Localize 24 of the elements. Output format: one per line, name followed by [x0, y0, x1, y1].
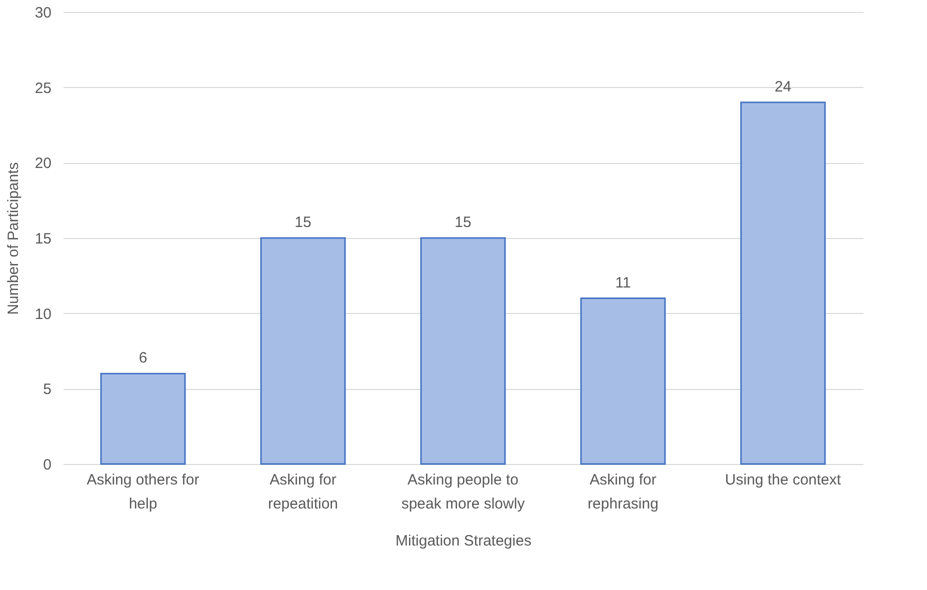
y-tick-label: 15	[34, 230, 52, 248]
x-axis-title: Mitigation Strategies	[396, 532, 532, 550]
data-label: 6	[138, 350, 148, 367]
x-tick-label: Asking others for help	[86, 472, 200, 512]
bar	[420, 237, 506, 465]
y-tick-label: 0	[43, 456, 52, 474]
data-label: 15	[454, 214, 472, 231]
y-tick-label: 10	[34, 306, 52, 323]
x-tick-label: Asking people to speak more slowly	[401, 472, 526, 512]
bar	[740, 102, 826, 465]
y-tick-label: 20	[34, 155, 52, 172]
data-label: 24	[774, 78, 792, 96]
y-tick-label: 5	[43, 381, 52, 398]
x-tick-label: Using the context	[725, 472, 842, 488]
x-tick-label: Asking for rephrasing	[588, 472, 658, 512]
y-tick-label: 30	[34, 4, 52, 22]
bar	[260, 237, 346, 465]
y-tick-label: 25	[34, 80, 52, 97]
bar	[580, 298, 666, 465]
y-axis-title: Number of Participants	[4, 162, 22, 315]
bar	[100, 372, 186, 465]
data-label: 11	[615, 274, 631, 292]
x-tick-label: Asking for repeatition	[268, 472, 338, 512]
data-label: 15	[294, 214, 312, 231]
